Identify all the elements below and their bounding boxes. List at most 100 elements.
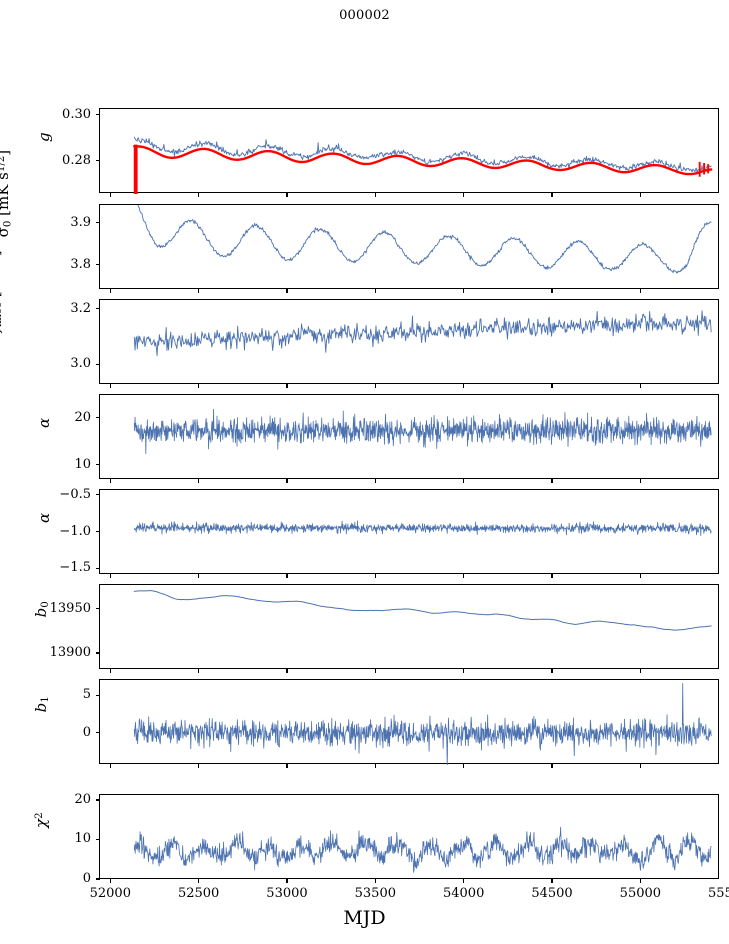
x-tick-gain-4 <box>463 193 465 197</box>
panel-canvas-sigma0 <box>137 205 712 274</box>
x-tick-b1-6 <box>639 764 641 768</box>
x-axis-label: MJD <box>343 907 386 929</box>
x-tick-alpha-3 <box>374 574 376 578</box>
x-tick-alpha_amp-1 <box>198 479 200 483</box>
y-tick-alpha-2 <box>95 494 100 496</box>
y-tick-label-b0-1: 13950 <box>49 600 91 616</box>
y-tick-alpha-1 <box>95 530 100 533</box>
panel-canvas-f_knee <box>133 310 712 357</box>
y-tick-label-chi2-0: 0 <box>82 871 91 886</box>
x-tick-b1-5 <box>551 764 553 768</box>
x-tick-sigma0-5 <box>551 289 553 293</box>
x-tick-gain-1 <box>198 193 200 197</box>
y-axis-label-b0: b0 <box>31 600 52 617</box>
y-tick-chi2-0 <box>95 878 100 880</box>
x-tick-chi2-1 <box>198 879 200 883</box>
y-tick-gain-1 <box>95 114 100 116</box>
x-tick-b0-0 <box>109 669 111 673</box>
x-tick-alpha_amp-0 <box>109 479 111 483</box>
x-tick-alpha_amp-2 <box>286 479 288 483</box>
y-axis-label-gain: g <box>35 131 54 142</box>
x-tick-b1-2 <box>286 764 288 768</box>
y-tick-label-b1-0: 0 <box>82 724 91 740</box>
x-tick-gain-2 <box>286 193 288 197</box>
series-data <box>133 310 712 357</box>
plot-panel-b0 <box>99 584 719 669</box>
y-axis-label-alpha: α <box>34 512 53 523</box>
y-tick-f_knee-1 <box>95 308 100 310</box>
panel-canvas-b0 <box>133 590 712 631</box>
y-tick-alpha_amp-1 <box>95 417 100 419</box>
x-tick-b0-6 <box>639 669 641 673</box>
x-tick-gain-6 <box>639 193 641 197</box>
series-fit <box>133 145 713 176</box>
y-tick-label-gain-1: 0.30 <box>62 106 91 122</box>
y-tick-b0-1 <box>95 608 100 610</box>
x-tick-alpha_amp-6 <box>639 479 641 483</box>
panel-canvas-chi2 <box>133 826 712 873</box>
y-tick-label-alpha_amp-1: 20 <box>74 409 91 425</box>
panel-canvas-b1 <box>133 682 712 765</box>
x-tick-f_knee-4 <box>463 384 465 388</box>
plot-panel-gain <box>99 108 719 194</box>
figure-title: 000002 <box>339 8 390 23</box>
plot-panel-chi2 <box>99 794 719 879</box>
y-tick-b1-0 <box>95 732 100 734</box>
x-tick-sigma0-0 <box>109 289 111 293</box>
y-tick-label-sigma0-0: 3.8 <box>70 256 91 272</box>
x-tick-alpha-1 <box>198 574 200 578</box>
y-tick-label-f_knee-1: 3.2 <box>70 300 91 316</box>
plot-panel-f_knee <box>99 299 719 384</box>
y-tick-b1-1 <box>95 694 100 696</box>
x-tick-sigma0-4 <box>463 289 465 293</box>
y-tick-f_knee-0 <box>95 363 100 366</box>
series-data <box>133 408 712 454</box>
y-tick-label-b0-0: 13900 <box>49 645 91 661</box>
x-tick-chi2-3 <box>374 879 376 883</box>
panel-canvas-alpha_amp <box>133 408 712 454</box>
series-data <box>133 826 712 873</box>
series-data <box>133 590 712 631</box>
x-tick-chi2-0 <box>109 879 111 883</box>
x-tick-b1-1 <box>198 764 200 768</box>
y-tick-label-alpha-2: −0.5 <box>59 486 91 502</box>
y-tick-chi2-1 <box>95 838 100 841</box>
x-tick-gain-5 <box>551 193 553 197</box>
x-tick-chi2-6 <box>639 879 641 883</box>
y-tick-sigma0-1 <box>95 222 100 224</box>
y-axis-label-chi2: χ2 <box>32 811 51 828</box>
x-tick-alpha-6 <box>639 574 641 578</box>
x-tick-b1-4 <box>463 764 465 768</box>
y-tick-label-f_knee-0: 3.0 <box>70 356 91 372</box>
y-tick-label-gain-0: 0.28 <box>62 152 91 168</box>
y-axis-label-sigma0: σ0 [mK s1/2] <box>0 149 14 237</box>
x-tick-f_knee-3 <box>374 384 376 388</box>
y-axis-label-b1: b1 <box>31 695 52 712</box>
y-tick-label-chi2-1: 10 <box>74 831 91 847</box>
series-data <box>137 205 712 274</box>
x-tick-f_knee-6 <box>639 384 641 388</box>
x-tick-b0-1 <box>198 669 200 673</box>
y-tick-b0-0 <box>95 652 100 654</box>
x-tick-sigma0-6 <box>639 289 641 293</box>
x-tick-alpha-2 <box>286 574 288 578</box>
x-tick-sigma0-2 <box>286 289 288 293</box>
x-tick-label-6: 55000 <box>619 886 662 901</box>
x-tick-label-0: 52000 <box>89 886 131 901</box>
y-axis-label-alpha_amp: α <box>34 417 53 428</box>
x-tick-alpha_amp-5 <box>551 479 553 483</box>
y-tick-sigma0-0 <box>95 264 100 266</box>
panel-canvas-gain <box>133 136 713 194</box>
y-tick-label-alpha-0: −1.5 <box>59 560 91 576</box>
x-tick-chi2-2 <box>286 879 288 883</box>
plot-panel-alpha_amp <box>99 394 719 479</box>
y-tick-gain-0 <box>95 160 100 162</box>
series-data <box>133 136 712 174</box>
x-tick-label-2: 53000 <box>266 886 308 901</box>
x-tick-f_knee-0 <box>109 384 111 388</box>
plot-panel-sigma0 <box>99 204 719 289</box>
x-tick-gain-0 <box>109 193 111 197</box>
x-tick-label-1: 52500 <box>177 886 220 901</box>
plot-panel-b1 <box>99 679 719 765</box>
